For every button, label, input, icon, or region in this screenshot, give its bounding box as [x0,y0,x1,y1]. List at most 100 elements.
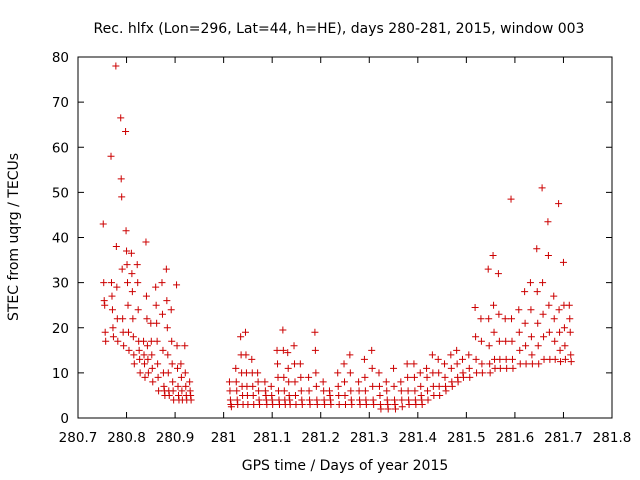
data-point [177,360,185,368]
data-point [174,382,182,390]
data-point [441,373,449,381]
data-point [168,360,176,368]
data-point [447,351,455,359]
data-point [130,360,138,368]
data-point [397,387,405,395]
data-point [285,378,293,386]
data-point [122,127,130,135]
data-point [472,333,480,341]
data-point [486,369,494,377]
data-point [416,369,424,377]
data-point [134,306,142,314]
data-point [466,373,474,381]
data-point [403,360,411,368]
data-point [522,342,530,350]
data-point [567,358,575,366]
data-points [99,62,575,413]
data-point [291,391,299,399]
data-point [127,249,135,257]
data-point [555,306,563,314]
data-point [311,328,319,336]
data-point [559,258,567,266]
data-point [556,328,564,336]
data-point [375,369,383,377]
data-point [424,387,432,395]
data-point [428,351,436,359]
data-point [112,62,120,70]
data-point [154,360,162,368]
data-point [128,270,136,278]
data-point [453,346,461,354]
data-point [567,351,575,359]
data-point [232,378,240,386]
data-point [356,400,364,408]
data-point [410,373,418,381]
data-point [472,355,480,363]
data-point [347,387,355,395]
x-tick-label: 281.3 [350,430,389,446]
data-point [292,400,300,408]
y-tick-label: 20 [52,321,69,337]
data-point [102,337,110,345]
data-point [540,333,548,341]
data-point [237,333,245,341]
data-point [254,378,262,386]
data-point [550,315,558,323]
data-point [560,324,568,332]
data-point [533,288,541,296]
data-point [521,288,529,296]
data-point [434,355,442,363]
data-point [130,351,138,359]
data-point [515,328,523,336]
data-point [312,369,320,377]
y-tick-label: 80 [52,50,69,66]
data-point [346,351,354,359]
y-tick-label: 40 [52,231,69,247]
data-point [163,297,171,305]
data-point [375,382,383,390]
data-point [490,328,498,336]
data-point [423,373,431,381]
data-point [516,346,524,354]
data-point [377,405,385,413]
data-point [485,315,493,323]
data-point [274,360,282,368]
data-point [459,373,467,381]
data-point [447,364,455,372]
data-point [418,400,426,408]
data-point [167,306,175,314]
data-point [134,279,142,287]
x-tick-label: 281.8 [593,430,632,446]
data-point [122,227,130,235]
data-point [369,382,377,390]
y-axis: 0 10 20 30 40 50 60 70 80 [52,50,612,427]
data-point [424,396,432,404]
data-point [528,360,536,368]
x-tick-label: 281.7 [544,430,583,446]
x-tick-label: 281.1 [253,430,292,446]
data-point [117,175,125,183]
data-point [502,355,510,363]
data-point [297,387,305,395]
data-point [319,378,327,386]
data-point [133,261,141,269]
data-point [485,342,493,350]
data-point [279,346,287,354]
data-point [478,369,486,377]
data-point [398,403,406,411]
data-point [178,387,186,395]
data-point [158,279,166,287]
data-point [376,391,384,399]
data-point [148,351,156,359]
data-point [123,247,131,255]
data-point [490,301,498,309]
data-point [544,252,552,260]
y-tick-label: 0 [60,411,69,427]
data-point [141,373,149,381]
data-point [169,387,177,395]
data-point [261,378,269,386]
data-point [545,328,553,336]
data-point [142,292,150,300]
data-point [181,369,189,377]
